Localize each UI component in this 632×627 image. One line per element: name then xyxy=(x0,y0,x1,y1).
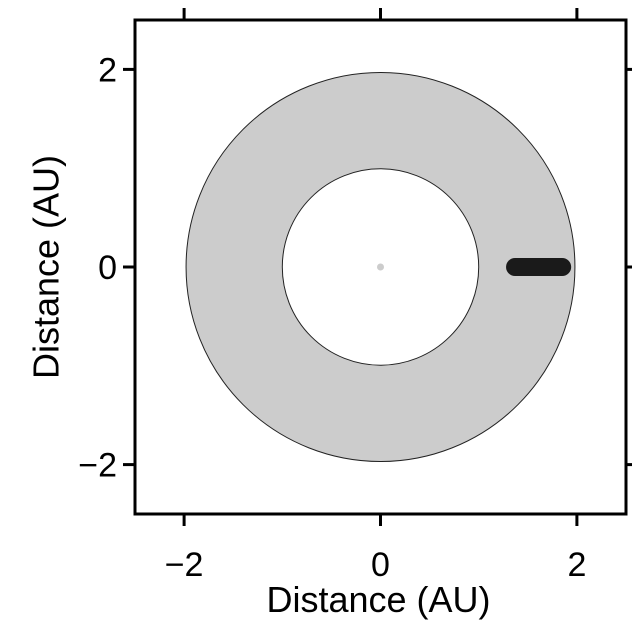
y-tick-label: 0 xyxy=(98,249,117,287)
habitable-zone-ring xyxy=(185,72,576,462)
habitable-zone-layer xyxy=(185,72,576,462)
x-tick-label: 0 xyxy=(371,546,390,584)
y-tick-label: 2 xyxy=(98,51,117,89)
y-tick-label: −2 xyxy=(78,447,117,485)
x-tick-label: 2 xyxy=(567,546,586,584)
x-tick-label: −2 xyxy=(165,546,204,584)
axis-ticks xyxy=(123,8,632,526)
central-star-marker xyxy=(377,263,384,271)
y-axis-title: Distance (AU) xyxy=(26,155,67,379)
tick-labels: −2 0 2 −2 0 2 xyxy=(78,51,586,584)
x-axis-title: Distance (AU) xyxy=(266,579,490,620)
